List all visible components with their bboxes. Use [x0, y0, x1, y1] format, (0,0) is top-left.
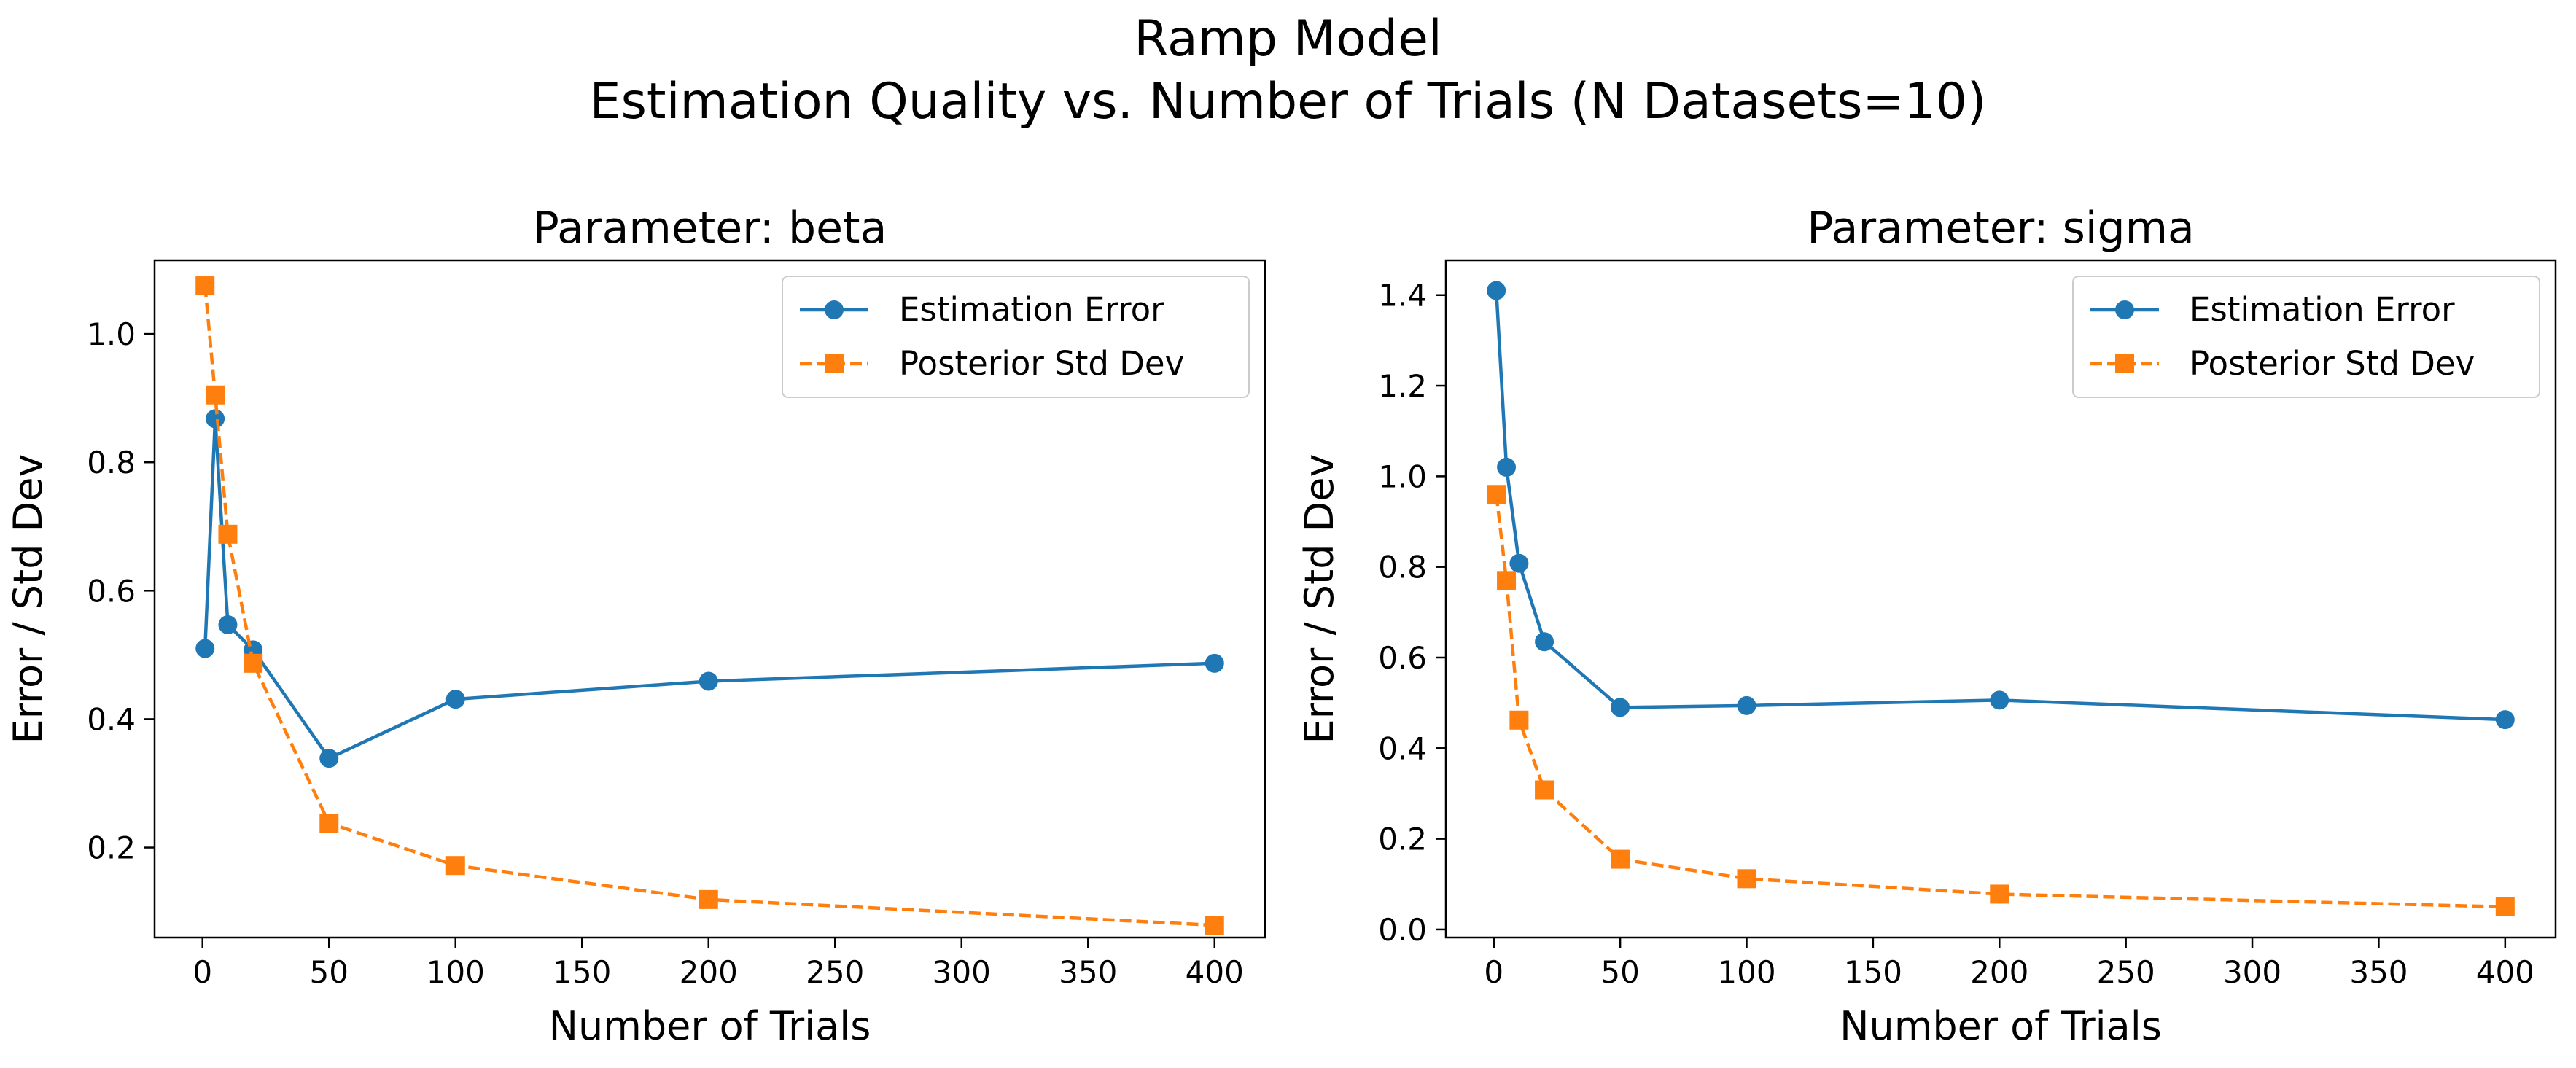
- x-tick-label: 50: [310, 954, 349, 990]
- data-point-posterior-std-dev: [1487, 485, 1506, 504]
- data-point-estimation-error: [1509, 553, 1529, 573]
- x-tick-label: 300: [933, 954, 991, 990]
- legend-marker-circle: [2115, 300, 2134, 319]
- y-tick-label: 1.0: [1378, 459, 1427, 494]
- legend-label: Posterior Std Dev: [899, 344, 1184, 383]
- data-point-estimation-error: [1487, 281, 1506, 300]
- data-point-estimation-error: [1497, 457, 1517, 477]
- legend-label: Estimation Error: [899, 290, 1164, 329]
- series-line-estimation-error: [1494, 290, 2505, 722]
- x-tick-label: 150: [553, 954, 611, 990]
- y-tick-label: 0.6: [87, 573, 136, 609]
- data-point-posterior-std-dev: [1611, 849, 1630, 869]
- series-line-posterior-std-dev: [1494, 494, 2505, 909]
- chart-panel-1: 0 50 100 150 200 250 300 350 400 0.2 0.4 0.6 0.8 1.0 P…: [5, 203, 1266, 1049]
- data-point-posterior-std-dev: [2495, 897, 2515, 916]
- data-point-estimation-error: [1990, 690, 2009, 710]
- data-point-posterior-std-dev: [218, 524, 238, 544]
- data-point-estimation-error: [1205, 653, 1224, 673]
- plot-frame: [153, 259, 1266, 939]
- legend-label: Posterior Std Dev: [2190, 344, 2475, 383]
- legend-marker-square: [2115, 354, 2134, 373]
- x-tick-label: 150: [1844, 954, 1902, 990]
- legend-box: [2072, 276, 2540, 398]
- data-point-estimation-error: [445, 690, 465, 709]
- y-tick-label: 0.2: [1378, 822, 1427, 857]
- legend-box: [782, 276, 1250, 398]
- x-tick-label: 250: [806, 954, 864, 990]
- y-tick-label: 1.2: [1378, 368, 1427, 404]
- data-point-posterior-std-dev: [1535, 780, 1554, 800]
- y-tick-label: 0.0: [1378, 912, 1427, 948]
- legend-label: Estimation Error: [2190, 290, 2455, 329]
- x-tick-label: 50: [1600, 954, 1639, 990]
- y-axis-label: Error / Std Dev: [5, 454, 51, 744]
- data-point-estimation-error: [2495, 710, 2515, 730]
- legend-marker-circle: [825, 300, 844, 319]
- y-tick-label: 1.4: [1378, 278, 1427, 313]
- data-point-posterior-std-dev: [1990, 884, 2009, 904]
- y-tick-label: 0.8: [1378, 550, 1427, 585]
- data-point-posterior-std-dev: [1509, 710, 1529, 730]
- x-tick-label: 200: [680, 954, 738, 990]
- x-tick-label: 350: [2349, 954, 2408, 990]
- data-point-estimation-error: [1535, 632, 1554, 652]
- data-point-estimation-error: [195, 639, 215, 658]
- x-axis-label: Number of Trials: [1840, 1003, 2162, 1049]
- data-point-posterior-std-dev: [699, 889, 718, 909]
- legend: Estimation Error Posterior Std Dev: [2072, 276, 2540, 398]
- chart-panel-2: 0 50 100 150 200 250 300 350 400 0.0 0.2 0.4 0.6 0.8 1…: [1296, 203, 2557, 1049]
- x-tick-label: 100: [1717, 954, 1775, 990]
- y-axis-label: Error / Std Dev: [1296, 454, 1342, 744]
- figure-subtitle: Estimation Quality vs. Number of Trials …: [589, 73, 1987, 130]
- x-tick-label: 300: [2223, 954, 2281, 990]
- x-tick-label: 400: [2476, 954, 2534, 990]
- x-axis-label: Number of Trials: [549, 1003, 871, 1049]
- data-point-posterior-std-dev: [206, 385, 225, 405]
- data-point-posterior-std-dev: [195, 276, 215, 296]
- panel-title: Parameter: sigma: [1807, 203, 2195, 254]
- data-point-estimation-error: [218, 615, 238, 634]
- data-point-estimation-error: [1611, 698, 1630, 717]
- x-tick-label: 0: [1484, 954, 1503, 990]
- y-tick-label: 0.4: [1378, 730, 1427, 766]
- figure-title: Ramp Model: [1134, 10, 1442, 68]
- data-point-posterior-std-dev: [1205, 916, 1224, 935]
- data-point-posterior-std-dev: [1737, 869, 1756, 889]
- plot-frame: [1444, 259, 2557, 939]
- x-tick-label: 400: [1186, 954, 1244, 990]
- y-tick-label: 0.2: [87, 830, 136, 866]
- x-tick-label: 350: [1059, 954, 1117, 990]
- data-point-estimation-error: [319, 749, 339, 768]
- data-point-estimation-error: [206, 409, 225, 429]
- y-tick-label: 0.8: [87, 445, 136, 480]
- x-tick-label: 250: [2097, 954, 2155, 990]
- data-point-posterior-std-dev: [1497, 571, 1517, 590]
- y-tick-label: 0.4: [87, 701, 136, 737]
- data-point-posterior-std-dev: [244, 653, 263, 673]
- series-line-estimation-error: [203, 417, 1215, 760]
- y-tick-label: 1.0: [87, 316, 136, 352]
- x-tick-label: 200: [1970, 954, 2028, 990]
- x-tick-label: 100: [427, 954, 485, 990]
- y-tick-label: 0.6: [1378, 640, 1427, 676]
- legend: Estimation Error Posterior Std Dev: [782, 276, 1250, 398]
- panel-title: Parameter: beta: [533, 203, 887, 254]
- legend-marker-square: [825, 354, 844, 373]
- x-tick-label: 0: [192, 954, 212, 990]
- data-point-posterior-std-dev: [445, 856, 465, 876]
- data-point-estimation-error: [699, 671, 718, 691]
- data-point-estimation-error: [1737, 695, 1756, 715]
- data-point-posterior-std-dev: [319, 814, 339, 833]
